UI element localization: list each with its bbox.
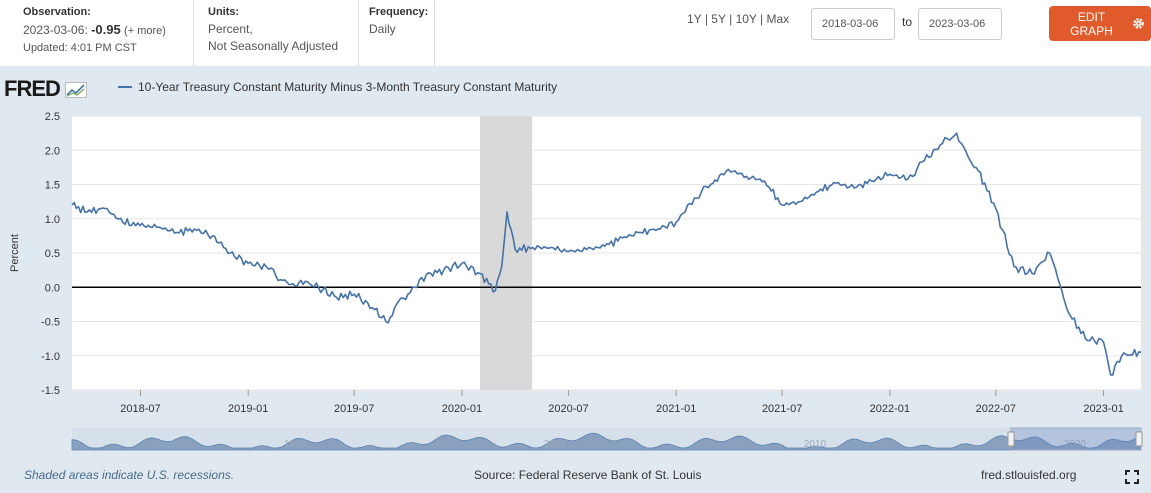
header-bar: Observation: 2023-03-06: -0.95 (+ more) … [0, 0, 1151, 66]
recession-note: Shaded areas indicate U.S. recessions. [24, 468, 235, 482]
frequency-value: Daily [369, 22, 396, 36]
x-tick-label: 2023-01 [1083, 403, 1123, 415]
site-link[interactable]: fred.stlouisfed.org [981, 468, 1077, 482]
source-text: Source: Federal Reserve Bank of St. Loui… [474, 468, 702, 482]
range-navigator[interactable]: 1990 2000 2010 2020 [71, 427, 1143, 451]
navigator-handle [1135, 431, 1143, 447]
units-block: Units: Percent, Not Seasonally Adjusted [208, 4, 338, 55]
legend-swatch [118, 86, 132, 88]
gridlines [72, 115, 1141, 391]
x-tick-label: 2020-01 [442, 403, 482, 415]
edit-graph-label: EDIT GRAPH [1070, 9, 1113, 38]
range-separator: | [704, 12, 708, 26]
observation-date: 2023-03-06: [23, 23, 88, 37]
legend-label: 10-Year Treasury Constant Maturity Minus… [138, 80, 558, 94]
navigator-area [71, 432, 1142, 451]
units-label: Units: [208, 6, 240, 18]
navigator-label: 2020 [1064, 439, 1087, 450]
x-tick-label: 2022-07 [976, 403, 1016, 415]
x-tick-label: 2020-07 [548, 403, 588, 415]
y-tick-label: 2.0 [45, 145, 60, 157]
units-line1: Percent, [208, 22, 253, 36]
frequency-block: Frequency: Daily [369, 4, 428, 38]
navigator-handle [1007, 431, 1015, 447]
x-tick-label: 2019-07 [334, 403, 374, 415]
x-tick-label: 2021-07 [762, 403, 802, 415]
frequency-label: Frequency: [369, 6, 429, 18]
units-line2: Not Seasonally Adjusted [208, 39, 339, 53]
range-max-button[interactable]: Max [766, 12, 790, 26]
navigator-label: 2000 [544, 439, 567, 450]
divider [193, 0, 194, 66]
edit-graph-button[interactable]: EDIT GRAPH [1049, 6, 1151, 41]
navigator-label: 1990 [284, 439, 307, 450]
navigator-selection [1010, 427, 1142, 451]
range-separator: | [760, 12, 764, 26]
end-date-input[interactable] [918, 8, 1002, 40]
observation-label: Observation: [23, 6, 91, 18]
y-tick-label: 1.5 [45, 180, 60, 192]
x-axis-ticks: 2018-07 2019-01 2019-07 2020-01 2020-07 2021-… [120, 390, 1124, 415]
y-tick-label: -0.5 [41, 317, 60, 329]
x-tick-label: 2021-01 [656, 403, 696, 415]
updated-time: Updated: 4:01 PM CST [23, 42, 137, 54]
fullscreen-icon[interactable] [1125, 470, 1139, 484]
y-tick-label: 2.5 [45, 111, 60, 123]
observation-line: 2023-03-06: -0.95 (+ more) [23, 21, 166, 40]
navigator-label: 2010 [804, 439, 827, 450]
fred-chart-icon [65, 82, 88, 99]
series-line [71, 132, 1142, 376]
y-axis-ticks: 2.5 2.0 1.5 1.0 0.5 0.0 -0.5 -1.0 -1.5 [41, 111, 60, 397]
y-axis-label: Percent [9, 234, 21, 272]
recession-shading [480, 116, 533, 390]
observation-more-link[interactable]: (+ more) [124, 25, 166, 37]
y-tick-label: 0.5 [45, 248, 60, 260]
x-tick-label: 2022-01 [870, 403, 910, 415]
range-5y-button[interactable]: 5Y [711, 12, 726, 26]
start-date-input[interactable] [811, 8, 895, 40]
range-separator: | [729, 12, 733, 26]
series-group [71, 132, 1142, 376]
gear-icon [1133, 18, 1144, 29]
range-1y-button[interactable]: 1Y [687, 12, 702, 26]
y-tick-label: -1.5 [41, 385, 60, 397]
divider [358, 0, 359, 66]
fred-logo-text: FRED [4, 76, 61, 101]
x-tick-label: 2018-07 [120, 403, 160, 415]
y-tick-label: 1.0 [45, 214, 60, 226]
y-tick-label: -1.0 [41, 351, 60, 363]
chart-legend: 10-Year Treasury Constant Maturity Minus… [118, 80, 557, 94]
observation-value: -0.95 [91, 22, 121, 37]
y-tick-label: 0.0 [45, 282, 60, 294]
observation-block: Observation: 2023-03-06: -0.95 (+ more) … [23, 4, 166, 57]
recession-band [480, 116, 533, 390]
x-tick-label: 2019-01 [228, 403, 268, 415]
to-label: to [902, 15, 913, 29]
fred-logo: FRED [4, 76, 88, 102]
date-range-shortcuts: 1Y | 5Y | 10Y | Max [687, 12, 789, 26]
divider [434, 0, 435, 66]
range-10y-button[interactable]: 10Y [735, 12, 757, 26]
